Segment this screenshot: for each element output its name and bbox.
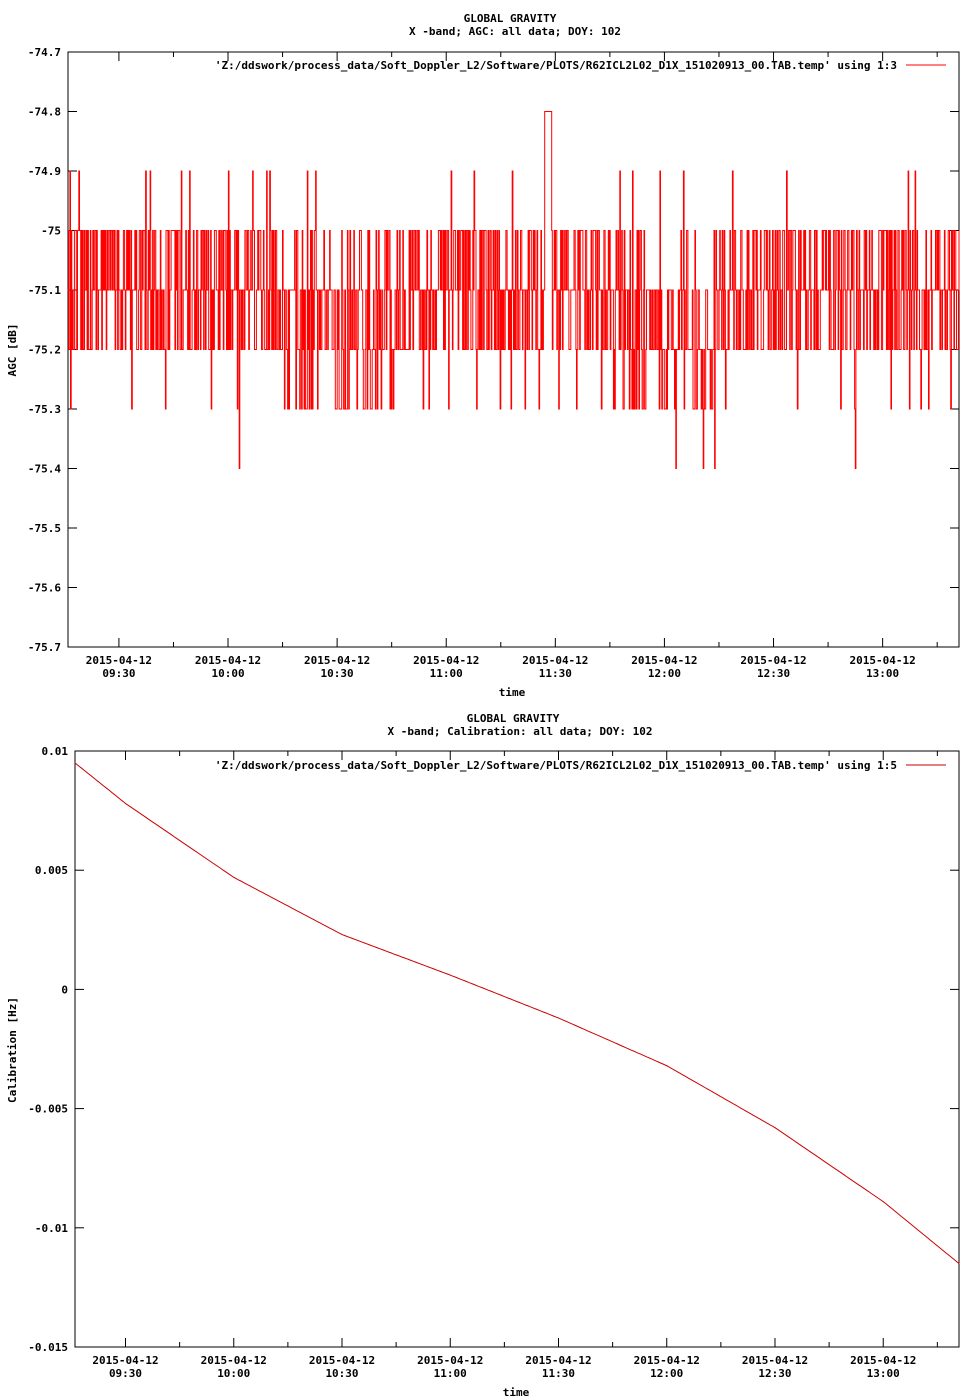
- chart-title: GLOBAL GRAVITY: [467, 712, 560, 725]
- y-tick-label: -0.005: [28, 1103, 68, 1116]
- x-tick-label-date: 2015-04-12: [417, 1354, 483, 1367]
- x-tick-label-time: 10:30: [325, 1367, 358, 1380]
- x-tick-label-time: 11:00: [434, 1367, 467, 1380]
- x-tick-label-time: 09:30: [102, 667, 135, 680]
- x-tick-label-date: 2015-04-12: [850, 1354, 916, 1367]
- data-point: [557, 1017, 559, 1019]
- y-tick-label: -75: [41, 225, 61, 238]
- x-tick-label-time: 10:00: [217, 1367, 250, 1380]
- data-point: [554, 289, 556, 291]
- data-point: [882, 1201, 884, 1203]
- data-point: [666, 1065, 668, 1067]
- x-tick-label-date: 2015-04-12: [201, 1354, 267, 1367]
- plot-frame: [74, 750, 960, 1348]
- data-point: [774, 1127, 776, 1129]
- data-point: [118, 289, 120, 291]
- x-tick-label-time: 12:00: [650, 1367, 683, 1380]
- x-tick-label-time: 12:30: [757, 667, 790, 680]
- chart-subtitle: X -band; Calibration: all data; DOY: 102: [388, 725, 653, 738]
- data-point: [882, 289, 884, 291]
- y-axis-label: AGC [dB]: [6, 324, 19, 377]
- data-point: [125, 802, 127, 804]
- x-tick-label-date: 2015-04-12: [304, 654, 370, 667]
- legend-text: 'Z:/ddswork/process_data/Soft_Doppler_L2…: [215, 59, 897, 72]
- data-point: [958, 289, 960, 291]
- x-axis-label: time: [503, 1386, 530, 1399]
- y-tick-label: -75.2: [28, 344, 61, 357]
- data-point: [336, 349, 338, 350]
- y-tick-label: 0.01: [42, 745, 69, 758]
- y-tick-label: -75.7: [28, 641, 61, 654]
- y-tick-label: -74.8: [28, 106, 61, 119]
- x-tick-label-date: 2015-04-12: [850, 654, 916, 667]
- y-axis-label: Calibration [Hz]: [6, 997, 19, 1103]
- x-tick-label-date: 2015-04-12: [92, 1354, 158, 1367]
- y-tick-label: -75.6: [28, 582, 61, 595]
- series-line: [68, 111, 960, 469]
- x-tick-label-date: 2015-04-12: [309, 1354, 375, 1367]
- data-point: [227, 289, 229, 291]
- data-point: [773, 289, 775, 291]
- chart-subtitle: X -band; AGC: all data; DOY: 102: [409, 25, 621, 38]
- series-line: [74, 762, 960, 1264]
- data-point: [74, 762, 76, 764]
- x-axis-label: time: [499, 686, 526, 699]
- x-tick-label-time: 13:00: [867, 1367, 900, 1380]
- legend-text: 'Z:/ddswork/process_data/Soft_Doppler_L2…: [215, 759, 897, 772]
- y-tick-label: -0.015: [28, 1341, 68, 1354]
- x-tick-label-time: 11:00: [430, 667, 463, 680]
- agc-chart: GLOBAL GRAVITY X -band; AGC: all data; D…: [6, 12, 960, 699]
- chart-title: GLOBAL GRAVITY: [464, 12, 557, 25]
- data-point: [449, 974, 451, 976]
- x-tick-label-time: 11:30: [539, 667, 572, 680]
- data-point: [341, 934, 343, 936]
- data-point: [233, 876, 235, 878]
- x-tick-label-time: 11:30: [542, 1367, 575, 1380]
- x-tick-label-time: 12:30: [758, 1367, 791, 1380]
- y-tick-label: -74.9: [28, 165, 61, 178]
- x-tick-label-time: 10:00: [211, 667, 244, 680]
- x-tick-label-date: 2015-04-12: [195, 654, 261, 667]
- y-tick-label: -75.5: [28, 522, 61, 535]
- data-point: [445, 289, 447, 291]
- y-tick-label: -75.1: [28, 284, 61, 297]
- y-tick-label: -0.01: [35, 1222, 68, 1235]
- data-point: [67, 289, 69, 291]
- calibration-chart: GLOBAL GRAVITY X -band; Calibration: all…: [6, 712, 960, 1399]
- x-tick-label-time: 13:00: [866, 667, 899, 680]
- x-tick-label-date: 2015-04-12: [740, 654, 806, 667]
- x-tick-label-time: 10:30: [321, 667, 354, 680]
- x-tick-label-date: 2015-04-12: [634, 1354, 700, 1367]
- y-tick-label: -75.3: [28, 403, 61, 416]
- x-tick-label-date: 2015-04-12: [522, 654, 588, 667]
- x-tick-label-time: 12:00: [648, 667, 681, 680]
- y-tick-label: 0.005: [35, 864, 68, 877]
- y-tick-label: 0: [61, 983, 68, 996]
- x-tick-label-time: 09:30: [109, 1367, 142, 1380]
- y-tick-label: -75.4: [28, 463, 61, 476]
- y-tick-label: -74.7: [28, 46, 61, 59]
- x-tick-label-date: 2015-04-12: [525, 1354, 591, 1367]
- x-tick-label-date: 2015-04-12: [631, 654, 697, 667]
- x-tick-label-date: 2015-04-12: [86, 654, 152, 667]
- x-tick-label-date: 2015-04-12: [742, 1354, 808, 1367]
- x-tick-label-date: 2015-04-12: [413, 654, 479, 667]
- data-point: [958, 1263, 960, 1265]
- data-point: [663, 349, 665, 350]
